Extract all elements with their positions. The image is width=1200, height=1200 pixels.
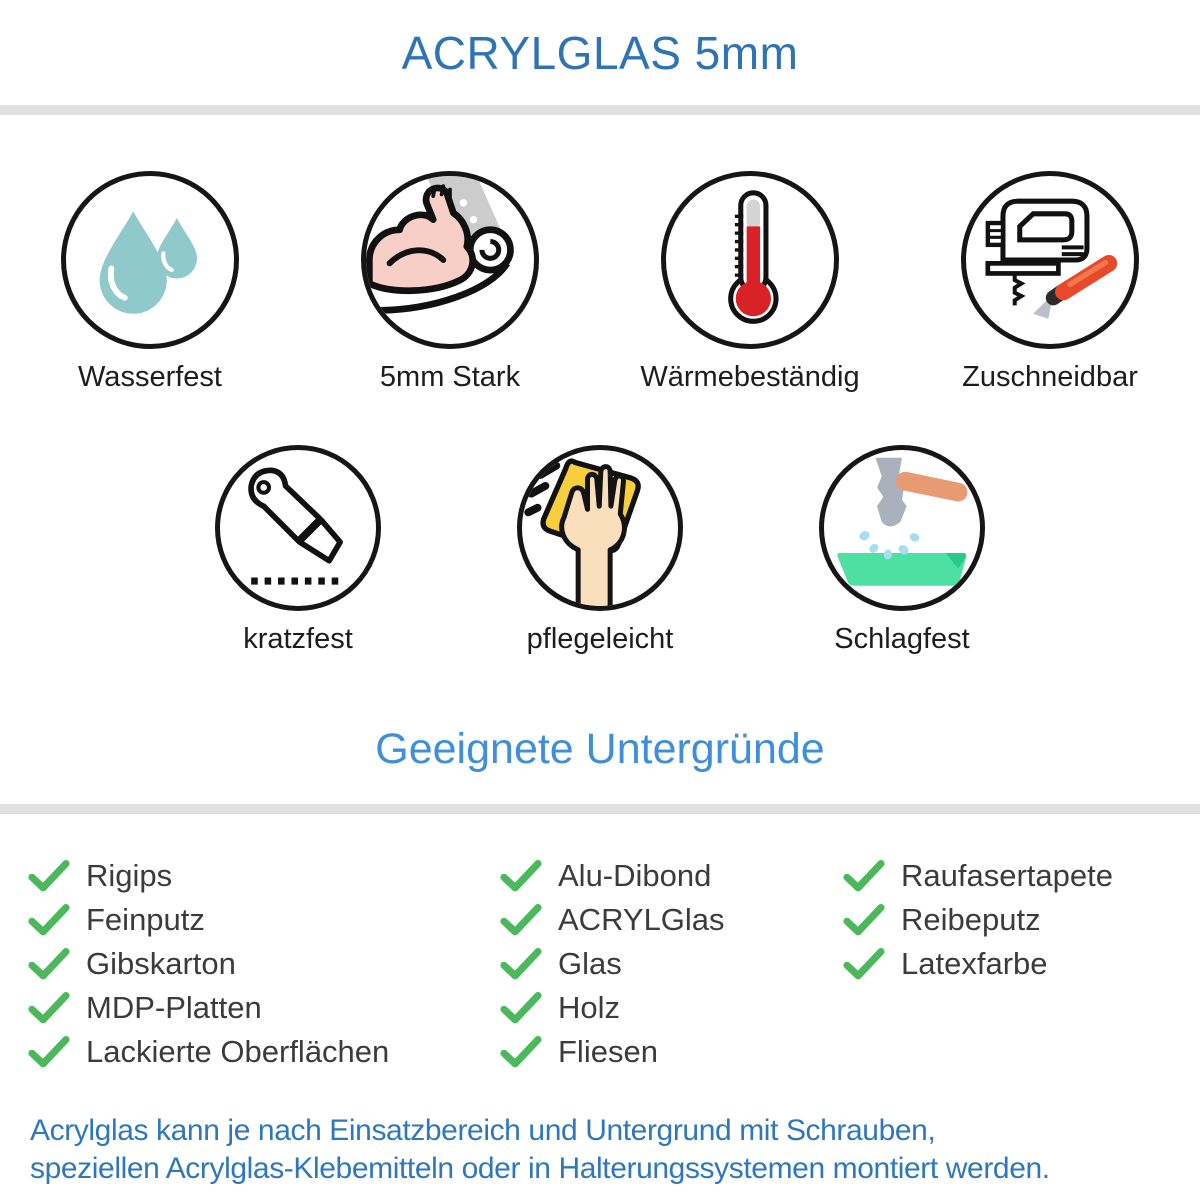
substrate-label: Feinputz bbox=[86, 902, 205, 937]
substrate-label: ACRYLGlas bbox=[558, 902, 725, 937]
mounting-note: Acrylglas kann je nach Einsatzbereich un… bbox=[0, 1112, 1200, 1188]
substrate-item: Raufasertapete bbox=[843, 854, 1200, 898]
feature-label: Schlagfest bbox=[834, 623, 970, 655]
feature-waermebestaendig: Wärmebeständig bbox=[605, 171, 895, 393]
substrate-item: Reibeputz bbox=[843, 898, 1200, 942]
check-icon bbox=[843, 903, 885, 936]
substrate-label: Gibskarton bbox=[86, 946, 236, 981]
substrate-label: Holz bbox=[558, 990, 621, 1025]
feature-schlagfest: Schlagfest bbox=[782, 445, 1022, 655]
substrates-heading: Geeignete Untergründe bbox=[375, 725, 825, 773]
check-icon bbox=[500, 1035, 542, 1068]
mounting-note-line: speziellen Acrylglas-Klebemitteln oder i… bbox=[30, 1152, 1050, 1185]
substrate-item: Gibskarton bbox=[28, 942, 500, 986]
substrate-item: Holz bbox=[500, 986, 843, 1030]
hammer-icon bbox=[819, 445, 985, 611]
substrate-item: Rigips bbox=[28, 854, 500, 898]
check-icon bbox=[28, 903, 70, 936]
mounting-note-line: Acrylglas kann je nach Einsatzbereich un… bbox=[30, 1114, 936, 1147]
check-icon bbox=[28, 1035, 70, 1068]
substrate-item: ACRYLGlas bbox=[500, 898, 843, 942]
check-icon bbox=[500, 991, 542, 1024]
feature-5mm-stark: 5mm Stark bbox=[305, 171, 595, 393]
water-drops-icon bbox=[61, 171, 239, 349]
utility-knife-icon bbox=[215, 445, 381, 611]
substrate-label: Rigips bbox=[86, 858, 173, 893]
substrate-item: Fliesen bbox=[500, 1030, 843, 1074]
substrate-label: Lackierte Oberflächen bbox=[86, 1034, 390, 1069]
check-icon bbox=[500, 859, 542, 892]
page-title: ACRYLGLAS 5mm bbox=[401, 26, 799, 79]
thermometer-icon bbox=[661, 171, 839, 349]
jigsaw-icon bbox=[961, 171, 1139, 349]
substrate-item: Lackierte Oberflächen bbox=[28, 1030, 500, 1074]
check-icon bbox=[843, 859, 885, 892]
substrate-label: MDP-Platten bbox=[86, 990, 262, 1025]
feature-label: kratzfest bbox=[243, 623, 353, 655]
divider-middle bbox=[0, 804, 1200, 814]
page-header: ACRYLGLAS 5mm bbox=[0, 0, 1200, 105]
feature-label: Zuschneidbar bbox=[962, 361, 1138, 393]
check-icon bbox=[500, 903, 542, 936]
substrate-item: Alu-Dibond bbox=[500, 854, 843, 898]
check-icon bbox=[500, 947, 542, 980]
substrates-column-1: Rigips Feinputz Gibskarton MDP-Platten Lacki… bbox=[28, 854, 500, 1074]
substrate-label: Raufasertapete bbox=[901, 858, 1113, 893]
substrate-label: Fliesen bbox=[558, 1034, 658, 1069]
substrate-item: Glas bbox=[500, 942, 843, 986]
substrate-item: Latexfarbe bbox=[843, 942, 1200, 986]
features-row-2: kratzfest pflegeleicht bbox=[0, 445, 1200, 655]
check-icon bbox=[28, 859, 70, 892]
cleaning-hand-icon bbox=[517, 445, 683, 611]
divider-top bbox=[0, 105, 1200, 115]
features-row-1: Wasserfest 5mm Stark bbox=[0, 171, 1200, 393]
check-icon bbox=[843, 947, 885, 980]
feature-kratzfest: kratzfest bbox=[178, 445, 418, 655]
feature-label: Wärmebeständig bbox=[640, 361, 860, 393]
substrate-label: Glas bbox=[558, 946, 622, 981]
substrates-heading-wrap: Geeignete Untergründe bbox=[0, 725, 1200, 774]
check-icon bbox=[28, 947, 70, 980]
check-icon bbox=[28, 991, 70, 1024]
feature-zuschneidbar: Zuschneidbar bbox=[905, 171, 1195, 393]
substrates-column-3: Raufasertapete Reibeputz Latexfarbe bbox=[843, 854, 1200, 1074]
substrate-item: Feinputz bbox=[28, 898, 500, 942]
feature-label: 5mm Stark bbox=[379, 361, 521, 393]
substrate-item: MDP-Platten bbox=[28, 986, 500, 1030]
substrate-label: Alu-Dibond bbox=[558, 858, 712, 893]
feature-label: Wasserfest bbox=[78, 361, 222, 393]
feature-wasserfest: Wasserfest bbox=[5, 171, 295, 393]
muscle-arm-icon bbox=[361, 171, 539, 349]
substrate-label: Latexfarbe bbox=[901, 946, 1048, 981]
feature-pflegeleicht: pflegeleicht bbox=[480, 445, 720, 655]
substrates-list: Rigips Feinputz Gibskarton MDP-Platten Lacki… bbox=[0, 854, 1200, 1074]
feature-label: pflegeleicht bbox=[526, 623, 674, 655]
substrates-column-2: Alu-Dibond ACRYLGlas Glas Holz Fliesen bbox=[500, 854, 843, 1074]
substrate-label: Reibeputz bbox=[901, 902, 1041, 937]
